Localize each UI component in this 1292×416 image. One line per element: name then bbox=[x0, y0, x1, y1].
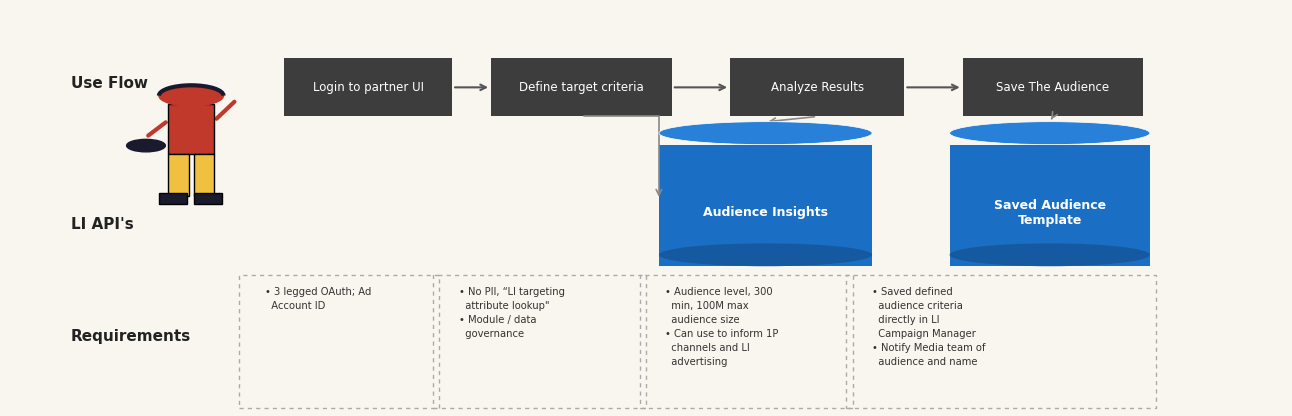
Text: • No PII, “LI targeting
  attribute lookup"
• Module / data
  governance: • No PII, “LI targeting attribute lookup… bbox=[459, 287, 565, 339]
Text: LI API's: LI API's bbox=[71, 217, 134, 232]
Text: Save The Audience: Save The Audience bbox=[996, 81, 1110, 94]
Text: Define target criteria: Define target criteria bbox=[519, 81, 643, 94]
Text: Login to partner UI: Login to partner UI bbox=[313, 81, 424, 94]
FancyBboxPatch shape bbox=[963, 58, 1143, 116]
Text: Saved Audience
Template: Saved Audience Template bbox=[994, 199, 1106, 227]
FancyBboxPatch shape bbox=[159, 193, 187, 204]
FancyBboxPatch shape bbox=[950, 144, 1150, 266]
Text: Requirements: Requirements bbox=[71, 329, 191, 344]
Circle shape bbox=[127, 139, 165, 152]
Ellipse shape bbox=[659, 243, 872, 266]
FancyBboxPatch shape bbox=[194, 193, 222, 204]
Text: Use Flow: Use Flow bbox=[71, 76, 149, 91]
Ellipse shape bbox=[659, 121, 872, 144]
Text: Analyze Results: Analyze Results bbox=[770, 81, 864, 94]
Ellipse shape bbox=[950, 121, 1150, 144]
Text: • 3 legged OAuth; Ad
  Account ID: • 3 legged OAuth; Ad Account ID bbox=[265, 287, 371, 311]
Text: • Audience level, 300
  min, 100M max
  audience size
• Can use to inform 1P
  c: • Audience level, 300 min, 100M max audi… bbox=[665, 287, 779, 367]
FancyBboxPatch shape bbox=[194, 154, 214, 196]
Text: Audience Insights: Audience Insights bbox=[703, 206, 828, 220]
Text: • Saved defined
  audience criteria
  directly in LI
  Campaign Manager
• Notify: • Saved defined audience criteria direct… bbox=[872, 287, 986, 367]
FancyBboxPatch shape bbox=[659, 144, 872, 266]
FancyBboxPatch shape bbox=[168, 154, 189, 196]
FancyBboxPatch shape bbox=[491, 58, 672, 116]
Circle shape bbox=[159, 85, 224, 106]
FancyBboxPatch shape bbox=[730, 58, 904, 116]
Ellipse shape bbox=[950, 243, 1150, 266]
FancyBboxPatch shape bbox=[168, 104, 214, 154]
FancyBboxPatch shape bbox=[284, 58, 452, 116]
